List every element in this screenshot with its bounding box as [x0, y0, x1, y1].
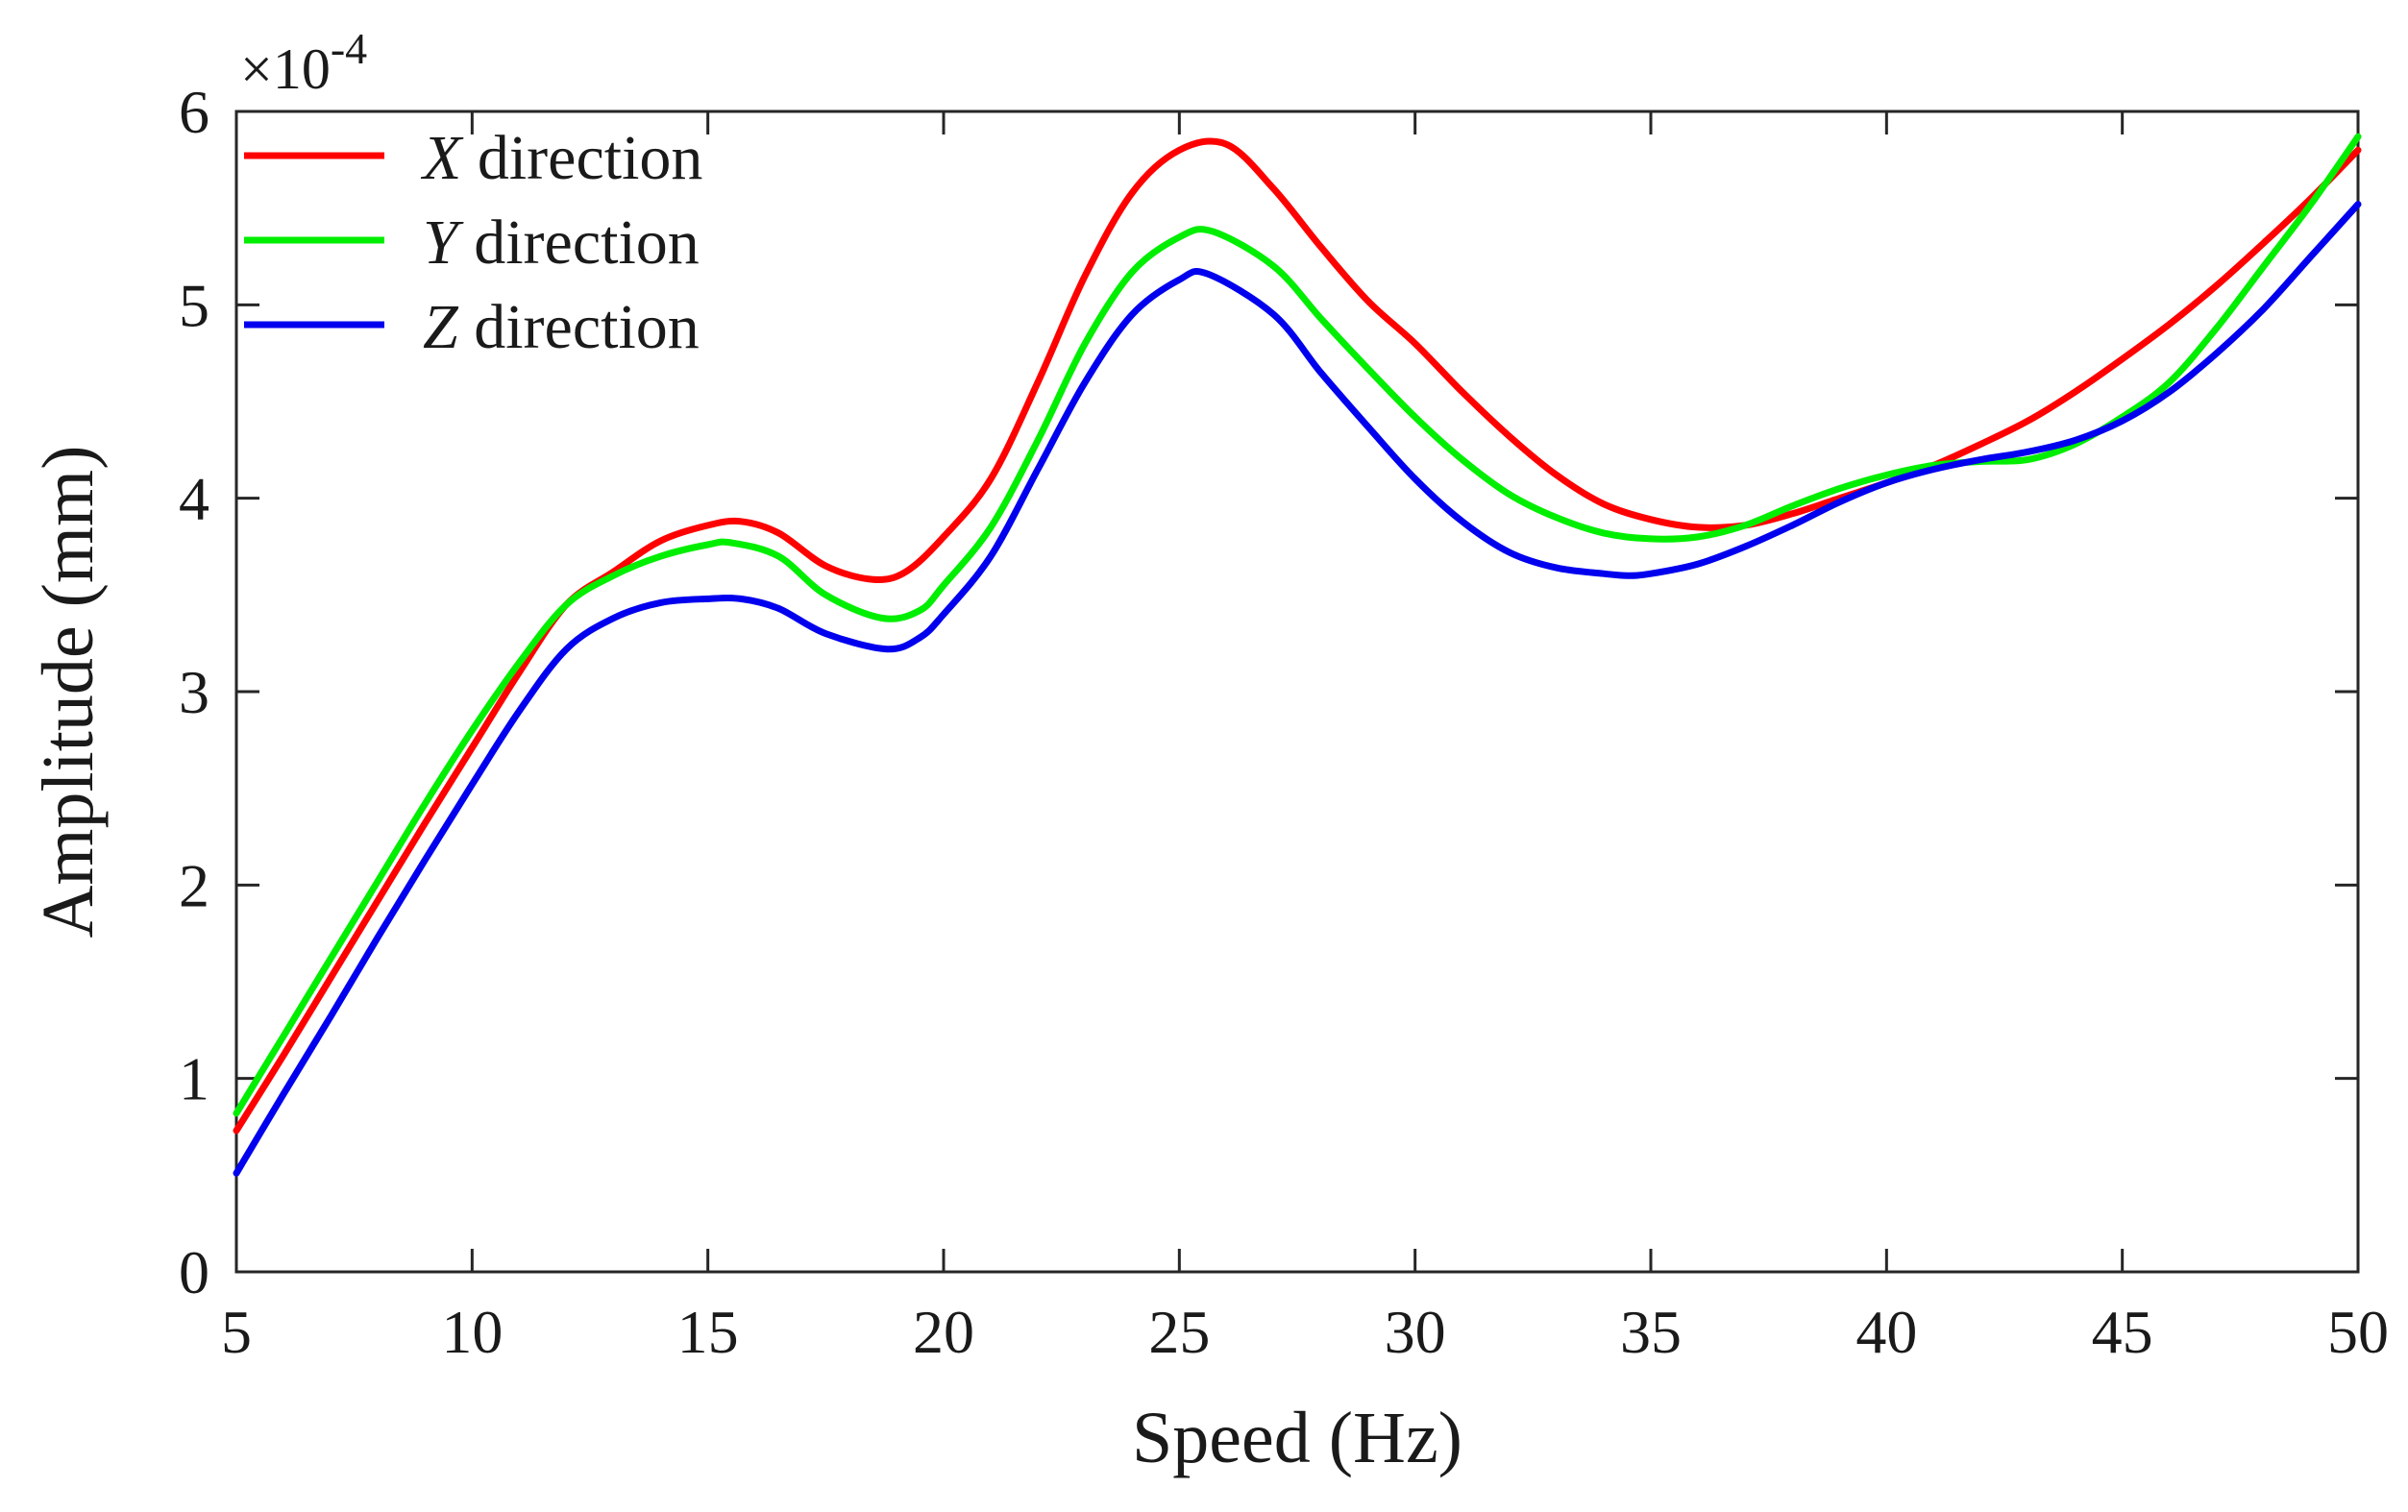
x-tick-label: 25 [1148, 1298, 1210, 1366]
legend-label-y: Y direction [423, 207, 700, 278]
legend-variable: X [420, 123, 464, 193]
x-tick-label: 15 [677, 1298, 739, 1366]
x-tick-label: 5 [221, 1298, 252, 1366]
y-tick-label: 2 [179, 851, 209, 919]
legend-variable: Y [423, 207, 464, 278]
legend-suffix: direction [458, 207, 700, 278]
legend-suffix: direction [461, 123, 702, 193]
series-line-z [233, 201, 2362, 1177]
y-axis-scale-factor: ×10-4 [240, 24, 367, 101]
x-tick-label: 10 [441, 1298, 503, 1366]
y-scale-exponent: -4 [331, 24, 367, 73]
legend-label-x: X direction [420, 123, 702, 193]
x-tick-label: 20 [913, 1298, 974, 1366]
legend-suffix: direction [458, 292, 700, 362]
series-line-y [233, 133, 2362, 1117]
y-tick-label: 1 [179, 1045, 209, 1113]
series-lines [233, 133, 2362, 1177]
y-scale-base: ×10 [240, 37, 331, 101]
x-tick-label: 40 [1855, 1298, 1917, 1366]
x-tick-label: 45 [2092, 1298, 2153, 1366]
y-tick-label: 3 [179, 658, 209, 726]
x-tick-label: 30 [1385, 1298, 1446, 1366]
y-tick-label: 6 [179, 78, 209, 146]
y-tick-label: 5 [179, 271, 209, 339]
legend-variable: Z [423, 292, 459, 362]
x-axis-title: Speed (Hz) [1132, 1398, 1462, 1478]
y-tick-label: 4 [179, 465, 209, 533]
legend-label-z: Z direction [423, 292, 700, 362]
x-tick-label: 50 [2327, 1298, 2389, 1366]
y-tick-label: 0 [179, 1238, 209, 1306]
x-tick-label: 35 [1620, 1298, 1682, 1366]
y-axis-title: Amplitude (mm) [28, 446, 109, 939]
